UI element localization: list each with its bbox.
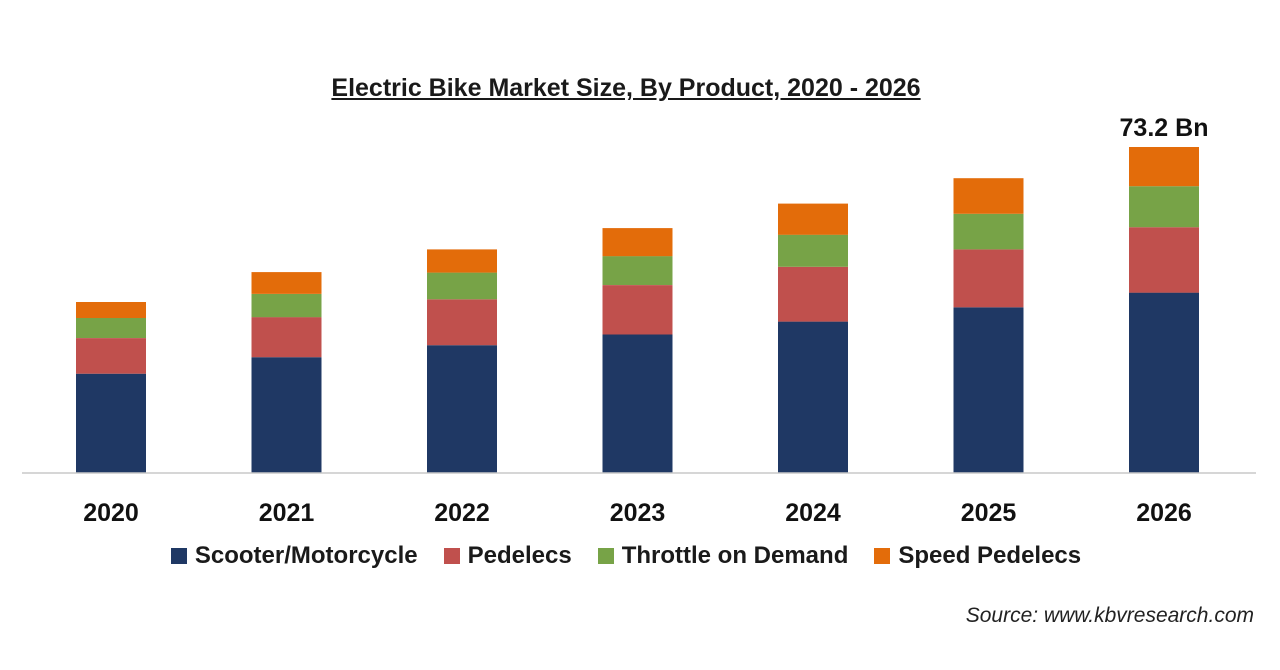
legend-label-scooter-motorcycle: Scooter/Motorcycle [194,542,418,569]
x-tick-label-2026: 2026 [1136,499,1192,527]
bar-2026-scooter-motorcycle [1129,292,1199,473]
legend-item-pedelecs: Pedelecs [443,542,572,570]
bar-2020-throttle-on-demand [76,318,146,338]
legend-label-throttle-on-demand: Throttle on Demand [621,542,849,569]
bar-2025-speed-pedelecs [953,178,1024,214]
legend-swatch-speed-pedelecs [874,548,891,564]
bar-2026-pedelecs [1129,227,1199,293]
legend-label-speed-pedelecs: Speed Pedelecs [898,542,1082,569]
chart-title: Electric Bike Market Size, By Product, 2… [331,74,921,102]
legend-item-throttle-on-demand: Throttle on Demand [597,542,849,570]
bar-2024-scooter-motorcycle [778,321,848,473]
x-tick-label-2022: 2022 [434,499,490,527]
legend-swatch-throttle-on-demand [597,548,614,564]
bar-2022-scooter-motorcycle [427,345,497,473]
x-tick-label-2023: 2023 [610,499,666,527]
bar-2023-speed-pedelecs [602,228,673,257]
bar-2024-pedelecs [778,266,848,322]
bar-2020-speed-pedelecs [76,302,146,318]
x-tick-label-2024: 2024 [785,499,841,527]
total-label-2026: 73.2 Bn [1120,114,1209,142]
x-tick-label-2020: 2020 [83,499,139,527]
bar-2026-speed-pedelecs [1129,147,1199,187]
bar-2021-speed-pedelecs [251,272,322,294]
bar-2023-scooter-motorcycle [602,334,673,473]
legend-swatch-scooter-motorcycle [170,548,187,564]
bar-2023-throttle-on-demand [602,256,673,285]
bar-2021-pedelecs [251,317,322,358]
bar-2020-scooter-motorcycle [76,373,146,473]
bar-2025-scooter-motorcycle [953,307,1024,473]
bar-2021-throttle-on-demand [251,294,322,318]
legend-swatch-pedelecs [443,548,460,564]
bar-2026-throttle-on-demand [1129,186,1199,228]
bar-2024-speed-pedelecs [778,203,848,235]
legend: Scooter/Motorcycle Pedelecs Throttle on De… [0,542,1252,570]
bar-2022-pedelecs [427,299,497,346]
legend-item-scooter-motorcycle: Scooter/Motorcycle [170,542,418,570]
x-tick-label-2025: 2025 [961,499,1017,527]
legend-item-speed-pedelecs: Speed Pedelecs [874,542,1081,570]
bar-2020-pedelecs [76,338,146,374]
bar-2022-speed-pedelecs [427,249,497,273]
bar-2023-pedelecs [602,285,673,335]
bar-2022-throttle-on-demand [427,272,497,300]
source-note: Source: www.kbvresearch.com [965,604,1254,627]
bar-2025-throttle-on-demand [953,213,1024,250]
bar-2024-throttle-on-demand [778,234,848,267]
legend-label-pedelecs: Pedelecs [467,542,572,569]
bar-2025-pedelecs [953,249,1024,308]
chart-plot: 2020 2021 2022 2023 2024 2025 2026 73.2 Bn [22,114,1256,527]
x-tick-label-2021: 2021 [259,499,315,527]
bar-2021-scooter-motorcycle [251,357,322,473]
